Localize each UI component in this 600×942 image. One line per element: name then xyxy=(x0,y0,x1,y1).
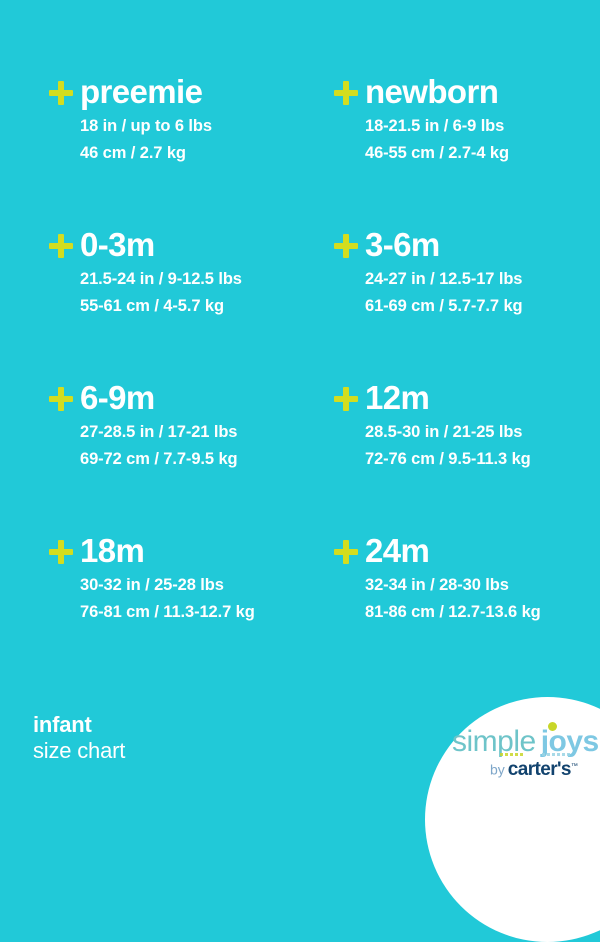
size-detail-metric: 55-61 cm / 4-5.7 kg xyxy=(80,297,224,315)
plus-icon xyxy=(48,539,74,565)
plus-icon xyxy=(48,80,74,106)
size-cell-3-6m: 3-6m 24-27 in / 12.5-17 lbs 61-69 cm / 5… xyxy=(333,225,600,378)
size-detail-imperial: 28.5-30 in / 21-25 lbs xyxy=(365,423,523,441)
brand-byline: by carter's™ xyxy=(490,757,578,780)
plus-icon xyxy=(333,80,359,106)
size-detail-metric: 61-69 cm / 5.7-7.7 kg xyxy=(365,297,523,315)
plus-icon xyxy=(48,386,74,412)
size-grid: preemie 18 in / up to 6 lbs 46 cm / 2.7 … xyxy=(48,72,600,684)
footer: infant size chart xyxy=(0,690,600,800)
brand-wordmark: simple joys xyxy=(452,722,599,758)
plus-icon xyxy=(333,233,359,259)
brand-word-simple: simple xyxy=(452,725,536,758)
trademark-icon: ™ xyxy=(570,763,578,770)
size-cell-preemie: preemie 18 in / up to 6 lbs 46 cm / 2.7 … xyxy=(48,72,333,225)
size-detail-imperial: 30-32 in / 25-28 lbs xyxy=(80,576,224,594)
size-heading: 18m xyxy=(48,531,333,571)
size-label: 3-6m xyxy=(365,226,440,263)
brand-word-joys: joys xyxy=(541,722,599,758)
size-detail-imperial: 24-27 in / 12.5-17 lbs xyxy=(365,270,523,288)
size-detail-imperial: 18 in / up to 6 lbs xyxy=(80,117,212,135)
brand-carters-text: carter's xyxy=(507,758,572,780)
size-cell-6-9m: 6-9m 27-28.5 in / 17-21 lbs 69-72 cm / 7… xyxy=(48,378,333,531)
size-label: newborn xyxy=(365,73,499,110)
size-label: 12m xyxy=(365,379,430,416)
size-heading: 0-3m xyxy=(48,225,333,265)
joy-dot-icon xyxy=(547,722,557,731)
size-detail-metric: 46 cm / 2.7 kg xyxy=(80,144,186,162)
size-cell-12m: 12m 28.5-30 in / 21-25 lbs 72-76 cm / 9.… xyxy=(333,378,600,531)
footer-subtitle: size chart xyxy=(33,738,126,763)
size-label: preemie xyxy=(80,73,203,110)
size-heading: 6-9m xyxy=(48,378,333,418)
size-label: 18m xyxy=(80,532,145,569)
size-cell-18m: 18m 30-32 in / 25-28 lbs 76-81 cm / 11.3… xyxy=(48,531,333,684)
size-chart-page: preemie 18 in / up to 6 lbs 46 cm / 2.7 … xyxy=(0,72,600,942)
size-cell-0-3m: 0-3m 21.5-24 in / 9-12.5 lbs 55-61 cm / … xyxy=(48,225,333,378)
size-heading: 12m xyxy=(333,378,600,418)
size-detail-metric: 72-76 cm / 9.5-11.3 kg xyxy=(365,450,531,468)
size-detail-imperial: 18-21.5 in / 6-9 lbs xyxy=(365,117,505,135)
size-cell-24m: 24m 32-34 in / 28-30 lbs 81-86 cm / 12.7… xyxy=(333,531,600,684)
size-detail-imperial: 27-28.5 in / 17-21 lbs xyxy=(80,423,238,441)
plus-icon xyxy=(48,233,74,259)
brand-by-text: by xyxy=(490,761,505,778)
size-detail-metric: 69-72 cm / 7.7-9.5 kg xyxy=(80,450,238,468)
size-detail-metric: 76-81 cm / 11.3-12.7 kg xyxy=(80,603,255,621)
size-heading: 3-6m xyxy=(333,225,600,265)
footer-title: infant xyxy=(33,712,92,737)
plus-icon xyxy=(333,386,359,412)
size-label: 24m xyxy=(365,532,430,569)
plus-icon xyxy=(333,539,359,565)
size-detail-imperial: 21.5-24 in / 9-12.5 lbs xyxy=(80,270,242,288)
size-detail-metric: 81-86 cm / 12.7-13.6 kg xyxy=(365,603,541,621)
brand-logo: simple joys by carter's™ xyxy=(452,722,600,784)
brand-dash-ornament xyxy=(500,753,590,757)
size-cell-newborn: newborn 18-21.5 in / 6-9 lbs 46-55 cm / … xyxy=(333,72,600,225)
size-heading: 24m xyxy=(333,531,600,571)
size-heading: preemie xyxy=(48,72,333,112)
size-label: 0-3m xyxy=(80,226,155,263)
size-detail-imperial: 32-34 in / 28-30 lbs xyxy=(365,576,509,594)
size-detail-metric: 46-55 cm / 2.7-4 kg xyxy=(365,144,509,162)
size-heading: newborn xyxy=(333,72,600,112)
size-label: 6-9m xyxy=(80,379,155,416)
